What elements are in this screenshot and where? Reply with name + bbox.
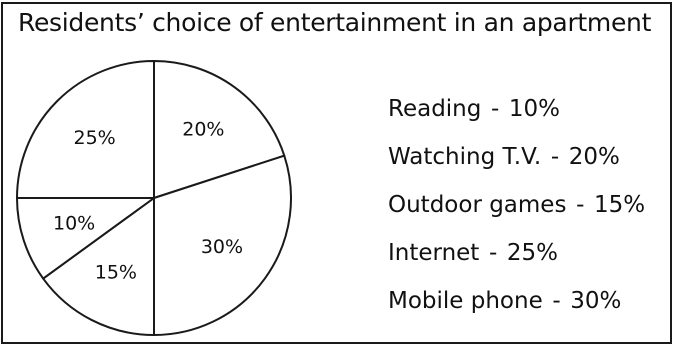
- legend-item-name: Watching T.V.: [388, 144, 542, 170]
- pie-slice-reading: [16, 197, 155, 280]
- legend-separator: -: [488, 240, 498, 266]
- pie-slice-watching-t-v: [153, 60, 286, 199]
- slice-label-watching-t-v: 20%: [182, 119, 224, 141]
- legend-item-reading: Reading - 10%: [388, 92, 645, 140]
- legend-item-value: 10%: [508, 96, 561, 122]
- pie-slice-internet: [16, 60, 155, 199]
- legend-item-watching-tv: Watching T.V. - 20%: [388, 140, 645, 188]
- legend-item-name: Outdoor games: [388, 192, 567, 218]
- legend-item-name: Mobile phone: [388, 288, 543, 314]
- legend-separator: -: [576, 192, 585, 218]
- legend-item-value: 30%: [570, 288, 622, 314]
- legend-separator: -: [490, 96, 500, 122]
- legend-item-outdoor-games: Outdoor games - 15%: [388, 188, 645, 236]
- legend-item-value: 15%: [593, 192, 646, 218]
- legend-item-value: 25%: [506, 240, 558, 266]
- slice-label-internet: 25%: [73, 127, 115, 149]
- pie-slice-outdoor-games: [42, 197, 155, 336]
- pie-slice-mobile-phone: [153, 154, 292, 336]
- slice-label-outdoor-games: 15%: [95, 261, 137, 283]
- chart-title: Residents’ choice of entertainment in an…: [18, 8, 652, 37]
- legend-item-mobile-phone: Mobile phone - 30%: [388, 284, 645, 332]
- legend-separator: -: [550, 144, 560, 170]
- slice-label-reading: 10%: [53, 212, 95, 234]
- legend-item-internet: Internet - 25%: [388, 236, 645, 284]
- legend-separator: -: [552, 288, 561, 314]
- slice-label-mobile-phone: 30%: [201, 236, 243, 258]
- legend-item-name: Reading: [388, 96, 482, 122]
- legend: Reading - 10% Watching T.V. - 20% Outdoo…: [388, 92, 645, 332]
- legend-item-value: 20%: [568, 144, 620, 170]
- legend-item-name: Internet: [388, 240, 480, 266]
